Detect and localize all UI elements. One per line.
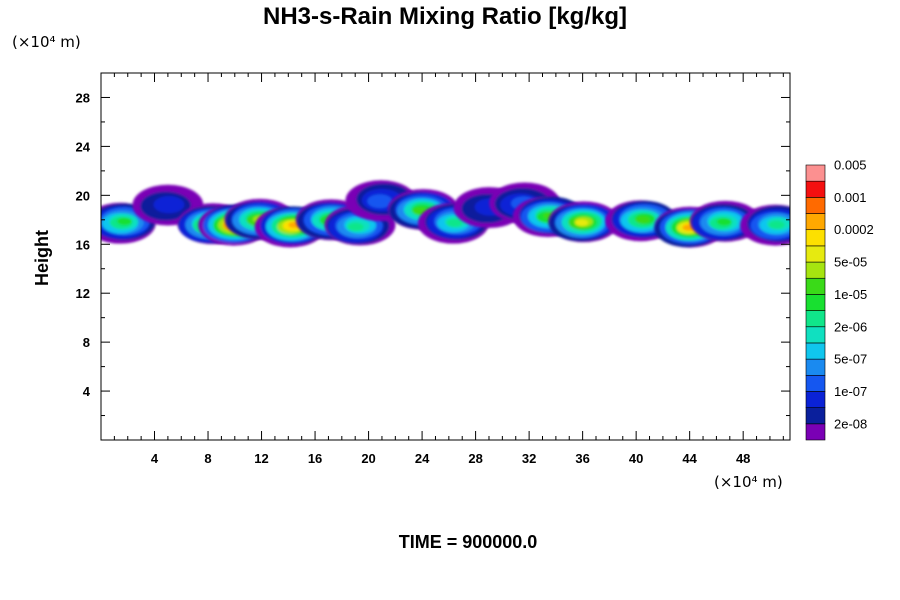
contour-level [716, 217, 732, 226]
colorbar: 2e-08 1e-07 5e-07 2e-06 1e-05 5e-05 0.0002 0.00… [805, 158, 874, 441]
colorbar-swatch [805, 180, 826, 198]
colorbar-label: 1e-07 [834, 384, 867, 399]
y-tick-label: 8 [83, 335, 90, 350]
y-tick-label: 24 [76, 139, 91, 154]
colorbar-swatch [805, 342, 826, 360]
colorbar-swatch [805, 197, 826, 214]
plot-area [101, 73, 790, 440]
colorbar-swatch [805, 213, 826, 231]
colorbar-swatch [805, 407, 826, 425]
contour-level [575, 219, 589, 227]
y-axis-unit-label: (×10⁴ m) [12, 33, 81, 51]
colorbar-label: 2e-06 [834, 319, 867, 334]
y-axis-title: Height [32, 230, 52, 286]
contour-level [117, 217, 133, 226]
colorbar-swatch [805, 310, 826, 328]
colorbar-label: 0.0002 [834, 222, 874, 237]
cloud-core [740, 204, 790, 246]
x-tick-label: 44 [682, 451, 697, 466]
contour-level [768, 220, 785, 229]
colorbar-swatch [805, 277, 826, 295]
colorbar-swatch [805, 294, 826, 311]
x-tick-label: 32 [522, 451, 536, 466]
y-tick-label: 20 [76, 188, 90, 203]
contour-level [446, 218, 463, 227]
colorbar-label: 5e-05 [834, 255, 867, 270]
contour-level [347, 222, 364, 232]
x-tick-label: 36 [575, 451, 589, 466]
cloud-core [548, 201, 620, 243]
cloud-core [101, 202, 156, 244]
x-tick-label: 28 [468, 451, 482, 466]
colorbar-swatch [805, 229, 826, 247]
colorbar-swatch [805, 391, 826, 408]
colorbar-swatch [805, 423, 826, 441]
colorbar-label: 0.001 [834, 190, 867, 205]
x-tick-label: 48 [736, 451, 750, 466]
colorbar-label: 0.005 [834, 158, 867, 173]
chart-title: NH3-s-Rain Mixing Ratio [kg/kg] [263, 3, 627, 30]
colorbar-label: 2e-08 [834, 416, 867, 431]
colorbar-swatch [805, 245, 826, 263]
y-tick-label: 16 [76, 237, 90, 252]
x-tick-label: 4 [151, 451, 159, 466]
colorbar-label: 5e-07 [834, 352, 867, 367]
colorbar-swatch [805, 326, 826, 344]
contour-level [367, 194, 393, 209]
mixing-ratio-field [101, 180, 790, 248]
colorbar-swatch [805, 261, 826, 279]
y-tick-label: 4 [83, 384, 91, 399]
x-axis-unit-label: (×10⁴ m) [714, 473, 783, 491]
contour-level [153, 196, 185, 214]
y-tick-label: 12 [76, 286, 90, 301]
x-tick-label: 16 [308, 451, 322, 466]
x-tick-label: 24 [415, 451, 430, 466]
colorbar-swatch [805, 374, 826, 392]
colorbar-swatch [805, 164, 826, 182]
y-tick-label: 28 [76, 90, 90, 105]
plot-frame [100, 72, 791, 441]
colorbar-swatch [805, 358, 826, 376]
cloud-core [387, 189, 459, 230]
contour-level [635, 216, 650, 224]
colorbar-label: 1e-05 [834, 287, 867, 302]
cloud-core [345, 180, 417, 222]
x-tick-label: 40 [629, 451, 643, 466]
x-tick-label: 20 [361, 451, 375, 466]
x-tick-label: 8 [204, 451, 211, 466]
cloud-core [689, 200, 761, 242]
time-footer: TIME = 900000.0 [399, 532, 538, 552]
x-tick-label: 12 [254, 451, 268, 466]
